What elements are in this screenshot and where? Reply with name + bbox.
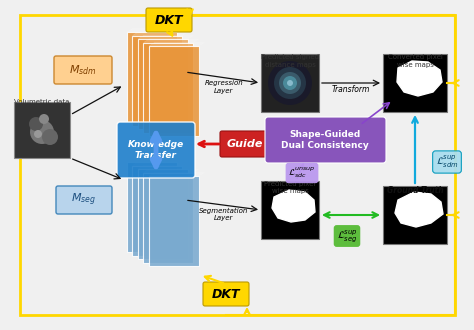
- Polygon shape: [138, 169, 188, 259]
- Circle shape: [29, 117, 43, 131]
- Bar: [261, 181, 319, 239]
- Polygon shape: [144, 43, 193, 133]
- Polygon shape: [149, 46, 199, 136]
- Circle shape: [274, 67, 306, 99]
- Text: Converted pixel
wise maps: Converted pixel wise maps: [388, 54, 442, 68]
- Circle shape: [39, 114, 49, 124]
- Text: $\mathcal{L}^{sup}_{seg}$: $\mathcal{L}^{sup}_{seg}$: [337, 228, 357, 244]
- FancyBboxPatch shape: [146, 8, 192, 32]
- Polygon shape: [133, 36, 182, 125]
- Circle shape: [34, 130, 42, 138]
- FancyBboxPatch shape: [220, 131, 270, 157]
- Polygon shape: [149, 173, 204, 176]
- Bar: [14, 102, 70, 158]
- Bar: [261, 54, 319, 112]
- FancyBboxPatch shape: [265, 117, 386, 163]
- Text: Guide: Guide: [227, 139, 263, 149]
- Text: Predicted signed
distance maps: Predicted signed distance maps: [261, 54, 319, 68]
- Text: $M_{sdm}$: $M_{sdm}$: [69, 63, 97, 77]
- Polygon shape: [397, 61, 442, 96]
- Polygon shape: [138, 36, 193, 39]
- Polygon shape: [149, 176, 199, 266]
- FancyBboxPatch shape: [54, 56, 112, 84]
- Circle shape: [283, 76, 297, 90]
- Text: DKT: DKT: [212, 287, 240, 301]
- Polygon shape: [144, 39, 199, 43]
- Text: Regression
Layer: Regression Layer: [205, 81, 243, 93]
- Circle shape: [279, 72, 301, 94]
- Text: Ground Truth: Ground Truth: [387, 186, 443, 195]
- Circle shape: [42, 129, 58, 145]
- Bar: [383, 54, 447, 112]
- Polygon shape: [133, 166, 182, 255]
- Text: $\mathcal{L}^{sup}_{sdm}$: $\mathcal{L}^{sup}_{sdm}$: [436, 154, 458, 170]
- Polygon shape: [149, 43, 204, 46]
- Polygon shape: [138, 39, 188, 129]
- Bar: [383, 186, 447, 244]
- Polygon shape: [127, 32, 177, 122]
- Text: $M_{seg}$: $M_{seg}$: [72, 192, 97, 208]
- Text: Transform: Transform: [332, 84, 370, 93]
- Polygon shape: [127, 28, 182, 32]
- Text: Predicted pixel
wise maps: Predicted pixel wise maps: [264, 181, 316, 194]
- Text: $\mathcal{L}^{unsup}_{sdc}$: $\mathcal{L}^{unsup}_{sdc}$: [288, 166, 316, 181]
- Circle shape: [30, 120, 54, 144]
- Text: Shape-Guided
Dual Consistency: Shape-Guided Dual Consistency: [281, 130, 369, 150]
- Polygon shape: [272, 190, 315, 222]
- Text: Segmentation
Layer: Segmentation Layer: [199, 208, 249, 220]
- FancyBboxPatch shape: [117, 122, 195, 178]
- Polygon shape: [133, 32, 188, 36]
- Polygon shape: [144, 173, 193, 262]
- Circle shape: [268, 61, 312, 105]
- Polygon shape: [395, 192, 443, 227]
- Polygon shape: [127, 158, 182, 162]
- Circle shape: [287, 80, 293, 86]
- Text: Volumetric data: Volumetric data: [14, 99, 70, 105]
- Polygon shape: [138, 166, 193, 169]
- FancyBboxPatch shape: [203, 282, 249, 306]
- Polygon shape: [144, 169, 199, 173]
- Polygon shape: [127, 162, 177, 252]
- FancyBboxPatch shape: [56, 186, 112, 214]
- Polygon shape: [133, 162, 188, 166]
- Text: Knowledge
Transfer: Knowledge Transfer: [128, 140, 184, 160]
- Text: DKT: DKT: [155, 14, 183, 26]
